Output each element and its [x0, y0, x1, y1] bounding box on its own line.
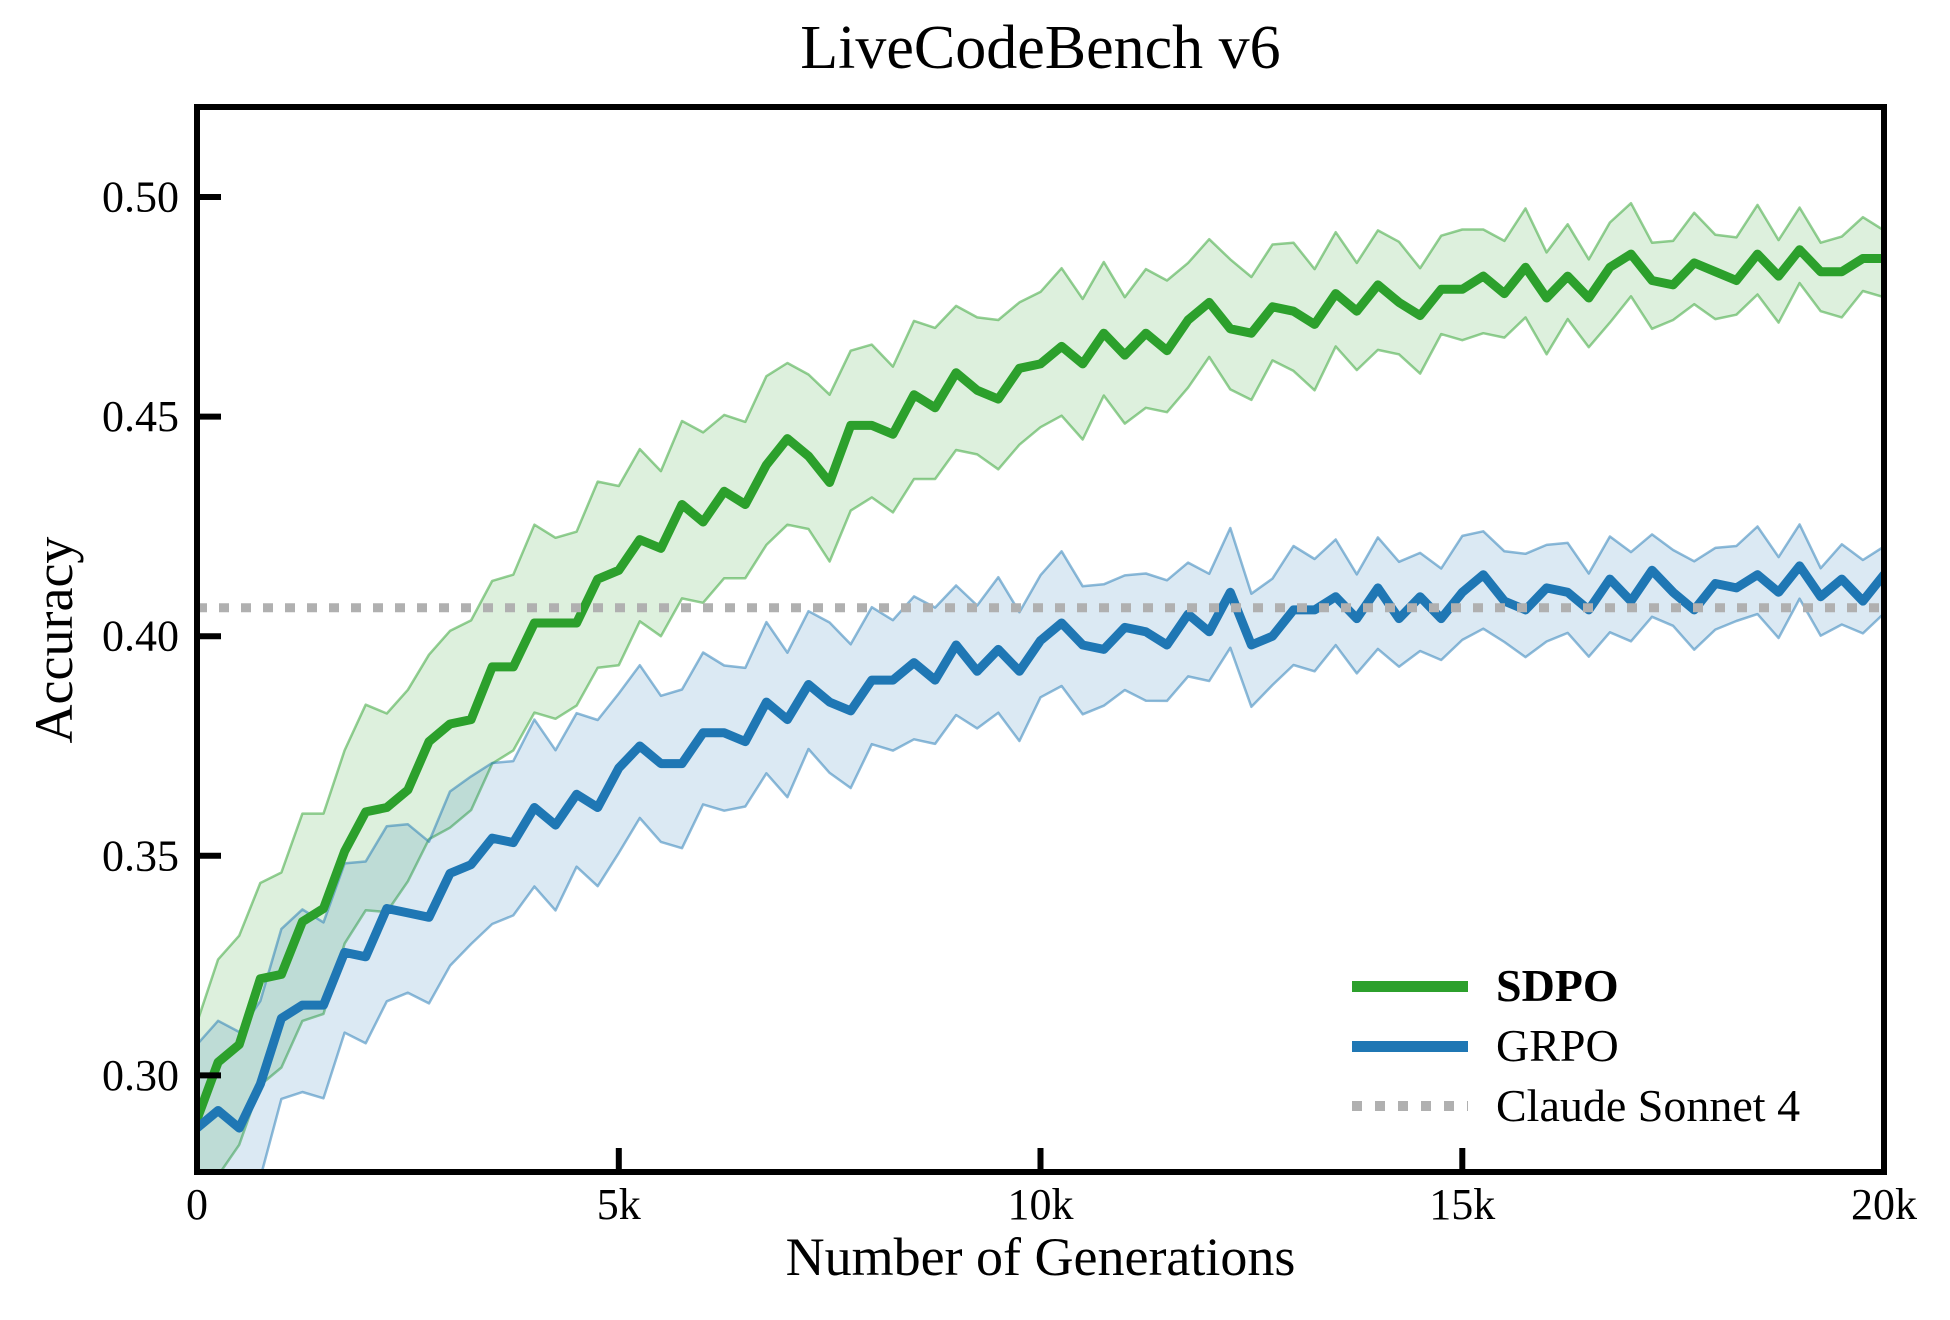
axis-tick-labels: 0 5k 10k 15k 20k 0.30 0.35 0.40 0.45 0.50	[102, 173, 1917, 1230]
y-axis-label: Accuracy	[24, 536, 84, 744]
sdpo-band-upper-edge	[197, 201, 1884, 1024]
sdpo-line-swatch	[1352, 980, 1468, 992]
grpo-band-lower-edge	[260, 597, 1884, 1172]
x-tick-label: 5k	[597, 1180, 641, 1229]
grpo-band-upper-edge	[197, 523, 1884, 1046]
sdpo-confidence-band	[197, 203, 1884, 1172]
grpo-line-swatch	[1352, 1040, 1468, 1052]
legend-item-grpo: GRPO	[1352, 1016, 1800, 1076]
legend-item-claude-sonnet-4: Claude Sonnet 4	[1352, 1076, 1800, 1136]
y-tick-label: 0.45	[102, 392, 179, 441]
series-lines	[197, 245, 1884, 1133]
x-tick-label: 20k	[1851, 1180, 1917, 1229]
legend-label-grpo: GRPO	[1496, 1020, 1619, 1071]
x-axis-label: Number of Generations	[785, 1227, 1296, 1287]
y-tick-label: 0.40	[102, 612, 179, 661]
sdpo-band-lower-edge	[218, 281, 1884, 1172]
x-tick-label: 15k	[1429, 1180, 1495, 1229]
x-tick-label: 10k	[1008, 1180, 1074, 1229]
axis-ticks	[194, 194, 1887, 1172]
y-tick-label: 0.30	[102, 1051, 179, 1100]
legend: SDPO GRPO Claude Sonnet 4	[1352, 956, 1800, 1136]
y-tick-label: 0.35	[102, 831, 179, 880]
x-tick-label: 0	[186, 1180, 208, 1229]
sdpo-line	[197, 245, 1884, 1124]
legend-label-sdpo: SDPO	[1496, 960, 1619, 1011]
y-tick-label: 0.50	[102, 173, 179, 222]
legend-item-sdpo: SDPO	[1352, 956, 1800, 1016]
legend-label-claude-sonnet-4: Claude Sonnet 4	[1496, 1080, 1801, 1131]
claude-sonnet-dotted-swatch	[1352, 1101, 1468, 1111]
chart-title: LiveCodeBench v6	[800, 14, 1281, 82]
grpo-line	[197, 561, 1884, 1133]
